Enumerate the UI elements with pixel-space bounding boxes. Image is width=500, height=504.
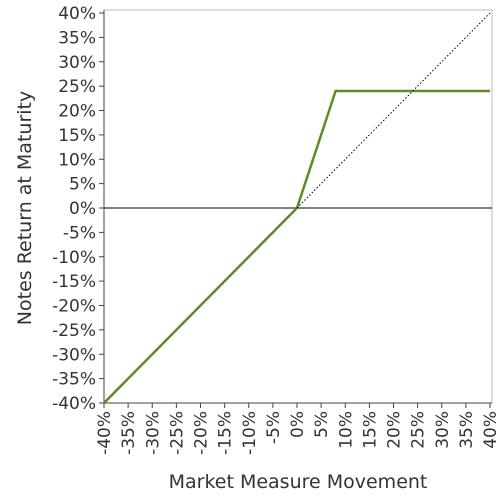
y-tick-label: 20% [58,102,96,122]
x-tick-label: 5% [312,411,332,438]
y-tick-label: 0% [69,199,96,219]
y-tick-label: -5% [63,223,96,243]
y-tick-label: -25% [52,321,96,341]
x-tick-label: 0% [288,411,308,438]
x-tick-label: -40% [95,411,115,455]
x-tick-label: 25% [409,411,429,449]
x-tick-label: 15% [360,411,380,449]
reference-line [296,12,491,209]
y-tick-label: 30% [58,53,96,73]
x-tick-label: -10% [240,411,260,455]
y-tick-label: 15% [58,126,96,146]
x-tick-label: -25% [167,411,187,455]
x-tick-label: -20% [192,411,212,455]
y-tick-label: -30% [52,345,96,365]
x-tick-label: 30% [433,411,453,449]
y-tick-label: 10% [58,150,96,170]
x-tick-label: 10% [336,411,356,449]
y-axis-label: Notes Return at Maturity [14,91,36,325]
x-tick-label: -35% [119,411,139,455]
x-tick-label: -15% [216,411,236,455]
y-tick-label: 25% [58,77,96,97]
y-tick-label: -20% [52,297,96,317]
y-tick-label: -15% [52,272,96,292]
x-tick-label: -30% [143,411,163,455]
y-tick-label: -35% [52,370,96,390]
x-tick-label: 35% [457,411,477,449]
y-tick-label: 5% [69,175,96,195]
x-tick-label: -5% [264,411,284,444]
y-tick-label: 40% [58,4,96,24]
y-tick-label: -40% [52,394,96,414]
x-tick-label: 40% [481,411,500,449]
y-tick-label: -10% [52,248,96,268]
y-tick-label: 35% [58,28,96,48]
x-tick-label: 20% [385,411,405,449]
series-line [103,89,490,404]
x-axis-label: Market Measure Movement [169,471,428,493]
